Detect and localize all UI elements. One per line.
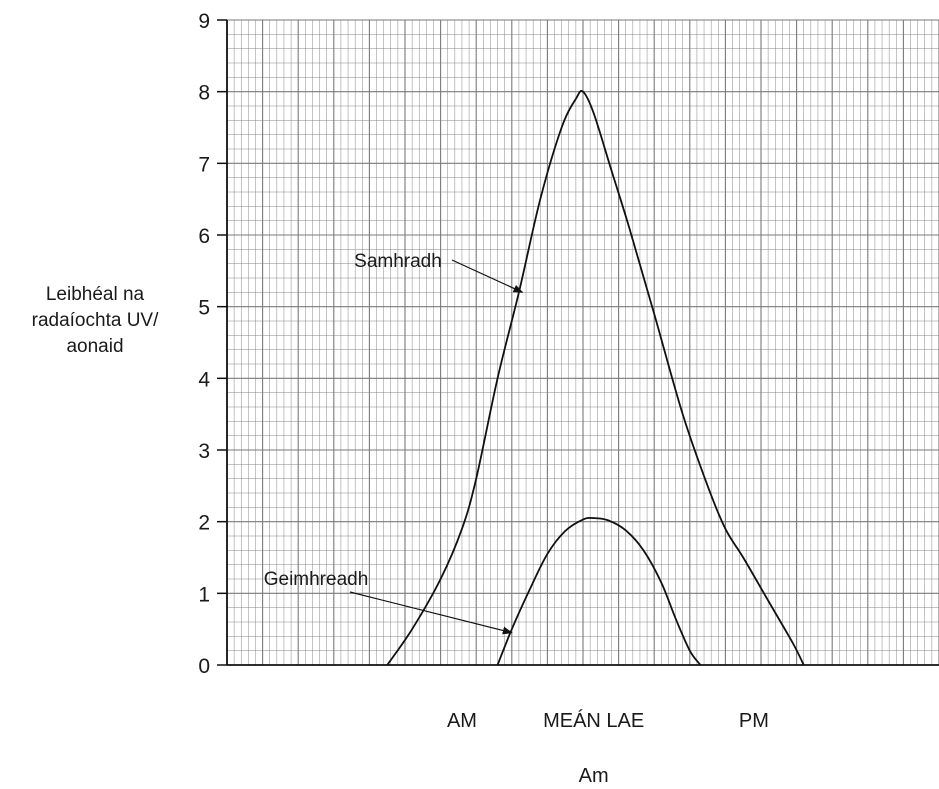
y-tick-label: 6 bbox=[198, 225, 210, 248]
annotation-arrow bbox=[451, 259, 524, 293]
y-axis-label-line: Leibhéal na bbox=[46, 284, 145, 305]
x-tick-label: AM bbox=[447, 710, 477, 732]
axes bbox=[226, 20, 939, 666]
y-tick-label: 9 bbox=[198, 10, 210, 33]
annotation-arrow bbox=[349, 591, 513, 635]
x-tick-label: PM bbox=[739, 710, 769, 732]
annotations: Samhradh Geimhreadh bbox=[264, 251, 524, 635]
series-line-geimhreadh bbox=[496, 517, 702, 666]
y-tick-labels: 0 1 2 3 4 5 6 7 8 9 bbox=[198, 10, 227, 678]
series-line-samhradh bbox=[386, 90, 805, 666]
annotation-samhradh: Samhradh bbox=[354, 251, 442, 272]
y-tick-label: 4 bbox=[198, 368, 210, 391]
grid bbox=[226, 19, 939, 666]
y-tick-label: 2 bbox=[198, 512, 210, 535]
x-tick-labels: AM MEÁN LAE PM bbox=[447, 709, 769, 732]
y-tick-label: 7 bbox=[198, 153, 210, 176]
y-tick-label: 0 bbox=[198, 655, 210, 678]
series-lines bbox=[386, 90, 805, 666]
y-tick-label: 1 bbox=[198, 583, 210, 606]
y-tick-label: 8 bbox=[198, 82, 210, 105]
x-axis-label: Am bbox=[579, 765, 609, 787]
annotation-geimhreadh: Geimhreadh bbox=[264, 569, 369, 590]
x-tick-label: MEÁN LAE bbox=[543, 709, 644, 732]
y-tick-label: 5 bbox=[198, 297, 210, 320]
y-axis-label-line: aonaid bbox=[66, 336, 123, 357]
y-tick-label: 3 bbox=[198, 440, 210, 463]
y-axis-label-line: radaíochta UV/ bbox=[32, 310, 159, 331]
y-axis-label: Leibhéal na radaíochta UV/aonaid bbox=[32, 284, 159, 357]
